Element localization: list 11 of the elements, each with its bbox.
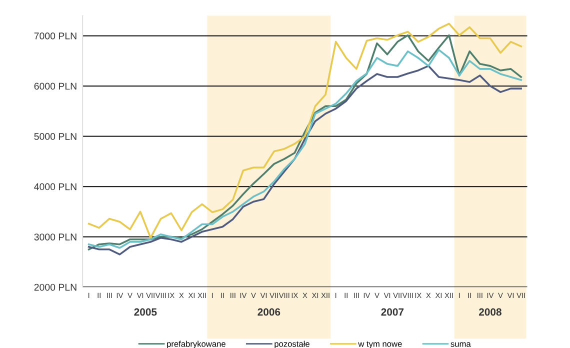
y-tick-label: 6000 PLN [34, 82, 76, 90]
text: 2007 [381, 308, 404, 316]
text: 2008 [478, 308, 502, 316]
y-tick-label: 7000 PLN [34, 32, 76, 40]
y-tick-label: 4000 PLN [34, 183, 76, 190]
y-tick-label: 5000 PLN [34, 133, 76, 140]
text: 2005 [134, 308, 157, 316]
y-tick-label: 3000 PLN [34, 234, 76, 240]
legend-label: suma [450, 342, 471, 347]
text: 2006 [258, 308, 280, 316]
y-tick-label: 2000 PLN [34, 284, 76, 291]
